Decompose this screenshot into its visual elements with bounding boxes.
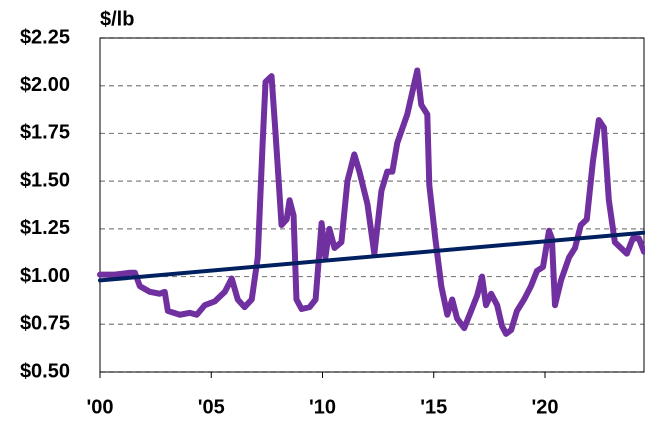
y-tick-label: $1.25	[20, 217, 70, 239]
y-tick-label: $2.00	[20, 74, 70, 96]
x-tick-label: '15	[420, 396, 447, 418]
data-line	[97, 67, 645, 337]
y-tick-label: $2.25	[20, 26, 70, 48]
y-tick-label: $1.50	[20, 169, 70, 191]
data-line	[98, 230, 645, 283]
y-tick-label: $0.50	[20, 360, 70, 382]
x-tick-label: '00	[86, 396, 113, 418]
x-tick-label: '10	[309, 396, 336, 418]
plot-frame	[99, 37, 645, 373]
y-tick-label: $0.75	[20, 313, 70, 335]
x-tick-label: '05	[198, 396, 225, 418]
y-tick-label: $1.00	[20, 265, 70, 287]
y-tick-label: $1.75	[20, 122, 70, 144]
y-axis-unit: $/lb	[100, 8, 134, 30]
x-tick-label: '20	[531, 396, 558, 418]
